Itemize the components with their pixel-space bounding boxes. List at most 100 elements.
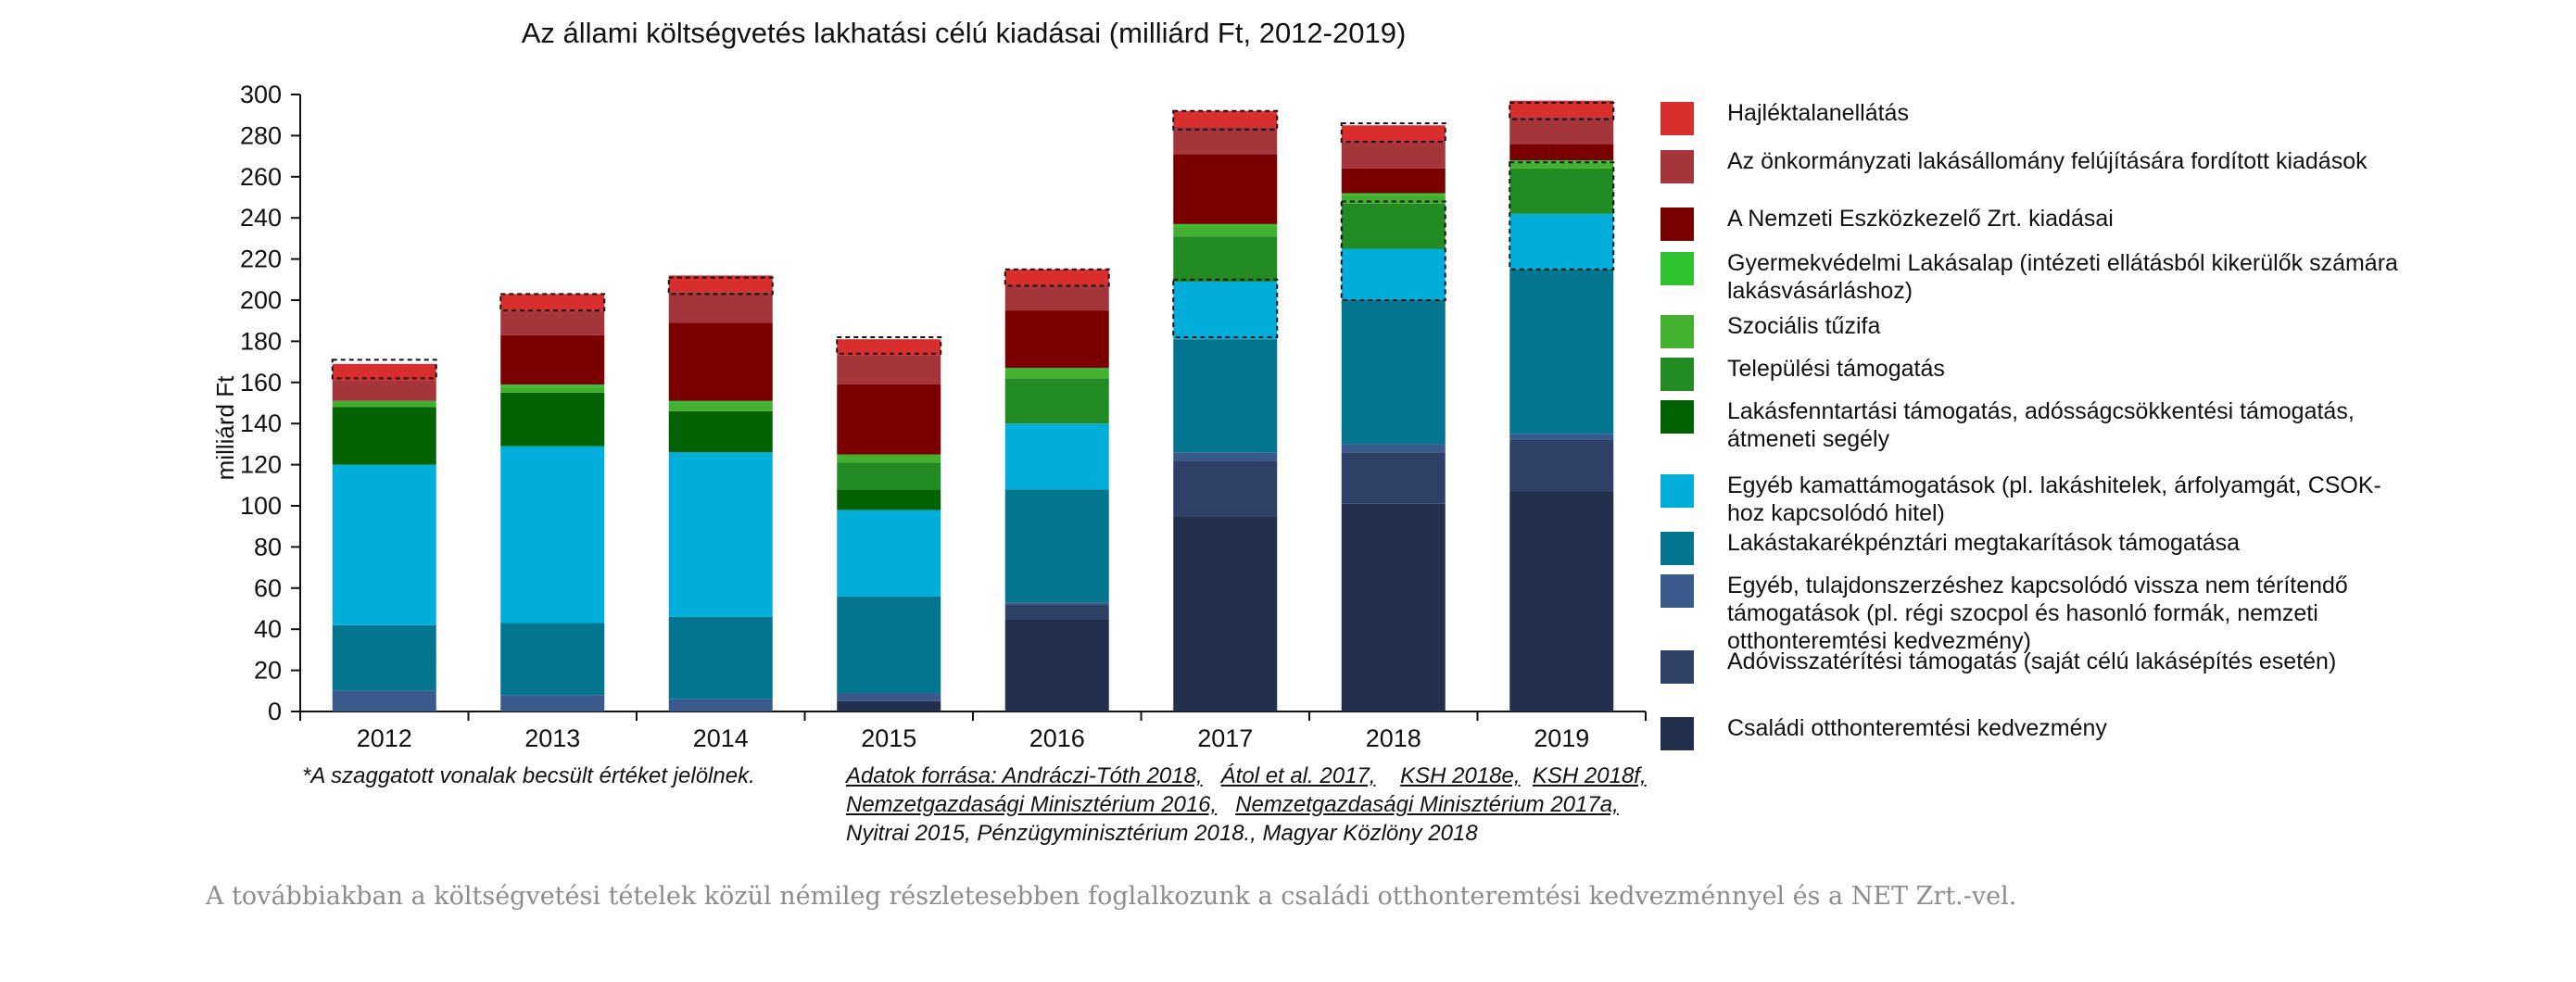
y-tick-label: 180: [240, 327, 282, 355]
x-tick-label: 2014: [693, 724, 749, 752]
bars: [332, 100, 1614, 711]
legend-label: Az önkormányzati lakásállomány felújítás…: [1727, 148, 2368, 174]
source-link[interactable]: KSH 2018e,: [1400, 763, 1521, 788]
bar-segment: [1509, 439, 1614, 492]
bar-segment: [837, 510, 941, 597]
legend-label: Települési támogatás: [1727, 356, 1945, 382]
y-tick-label: 280: [240, 121, 282, 149]
estimate-outline: [836, 335, 942, 355]
bar-segment: [668, 616, 773, 699]
bar-segment: [1004, 285, 1109, 311]
bar-segment: [1004, 604, 1109, 620]
bar-segment: [1509, 160, 1614, 163]
footnote: *A szaggatott vonalak becsült értéket je…: [302, 763, 755, 788]
source-link[interactable]: Adatok forrása: Andráczi-Tóth 2018,: [846, 763, 1203, 788]
legend-swatch: [1661, 650, 1694, 684]
bar-segment: [1004, 423, 1109, 490]
bar-segment: [668, 410, 773, 453]
legend-swatch: [1661, 150, 1694, 183]
estimate-outline: [499, 293, 606, 312]
bar-segment: [332, 690, 436, 711]
bar-segment: [1173, 127, 1278, 155]
bar-segment: [1341, 195, 1446, 204]
legend-label: Lakásfenntartási támogatás, adósságcsökk…: [1727, 398, 2355, 452]
bar-segment: [500, 334, 605, 385]
sources-line-3: Nyitrai 2015, Pénzügyminisztérium 2018.,…: [846, 821, 1478, 846]
legend-label: Szociális tűzifa: [1727, 313, 1881, 339]
source-link[interactable]: Nemzetgazdasági Minisztérium 2016,: [846, 792, 1218, 817]
y-tick-label: 120: [240, 451, 282, 479]
y-tick-label: 240: [240, 204, 282, 232]
y-tick-label: 80: [254, 533, 282, 560]
bar-segment: [1004, 269, 1109, 286]
bar-segment: [1341, 444, 1446, 453]
bar-segment: [1004, 310, 1109, 369]
bar-segment: [668, 403, 773, 411]
bar-segment: [1341, 168, 1446, 194]
estimate-outline: [1172, 109, 1279, 131]
legend-swatch: [1661, 208, 1694, 241]
bar-segment: [1004, 370, 1109, 379]
bar-segment: [668, 275, 773, 293]
bar-segment: [1509, 434, 1614, 440]
legend-swatch: [1661, 717, 1694, 750]
estimate-outlines: [331, 101, 1615, 380]
legend-label: A Nemzeti Eszközkezelő Zrt. kiadásai: [1727, 206, 2114, 232]
estimate-outline: [1340, 200, 1446, 301]
y-tick-label: 200: [240, 286, 282, 314]
bar-segment: [1173, 223, 1278, 227]
bar-segment: [332, 400, 436, 408]
bar-segment: [500, 294, 605, 311]
bar-segment: [332, 464, 436, 625]
x-tick-label: 2012: [357, 724, 412, 752]
bar-segment: [1341, 452, 1446, 504]
bar-segment: [1173, 110, 1278, 128]
y-tick-label: 60: [254, 574, 282, 602]
bar-segment: [1509, 491, 1614, 711]
bar-segment: [1004, 489, 1109, 603]
legend-swatch: [1661, 315, 1694, 348]
x-tick-label: 2015: [861, 724, 916, 752]
legend-label: Hajléktalanellátás: [1727, 100, 1909, 126]
bar-segment: [1341, 248, 1446, 300]
source-link[interactable]: KSH 2018f,: [1532, 763, 1647, 788]
legend-label: Egyéb kamattámogatások (pl. lakáshitelek…: [1727, 472, 2381, 526]
bar-segment: [1341, 125, 1446, 143]
body-caption: A továbbiakban a költségvetési tételek k…: [206, 882, 2017, 911]
bar-segment: [1509, 162, 1614, 169]
bar-segment: [500, 446, 605, 623]
bar-segment: [1173, 154, 1278, 224]
bar-segment: [837, 355, 941, 385]
x-tick-label: 2017: [1197, 724, 1253, 752]
estimate-outline: [1509, 161, 1615, 271]
y-tick-label: 260: [240, 163, 282, 191]
estimate-outline: [1172, 278, 1279, 338]
y-tick-label: 220: [240, 246, 282, 273]
bar-segment: [837, 339, 941, 356]
bar-segment: [1004, 378, 1109, 424]
bar-segment: [500, 392, 605, 447]
bar-segment: [1509, 269, 1614, 434]
estimate-outline: [1004, 268, 1110, 287]
sources-block: Adatok forrása: Andráczi-Tóth 2018, Átol…: [846, 762, 1680, 848]
bar-segment: [500, 623, 605, 696]
x-tick-label: 2016: [1029, 724, 1085, 752]
y-tick-label: 100: [240, 492, 282, 520]
bar-segment: [837, 462, 941, 490]
bar-segment: [1509, 117, 1614, 145]
estimate-outline: [1340, 122, 1446, 144]
bar-segment: [837, 384, 941, 455]
bar-segment: [1173, 339, 1278, 453]
bar-segment: [837, 454, 941, 463]
estimate-outline: [331, 359, 437, 380]
bar-segment: [1173, 236, 1278, 283]
bar-segment: [837, 596, 941, 694]
source-link[interactable]: Átol et al. 2017,: [1220, 763, 1376, 788]
bar-segment: [500, 386, 605, 393]
source-link[interactable]: Nemzetgazdasági Minisztérium 2017a,: [1235, 792, 1619, 817]
bar-segment: [332, 380, 436, 401]
bar-segment: [1173, 460, 1278, 517]
bar-segment: [500, 310, 605, 335]
legend-swatch: [1661, 474, 1694, 508]
bar-segment: [837, 700, 941, 711]
